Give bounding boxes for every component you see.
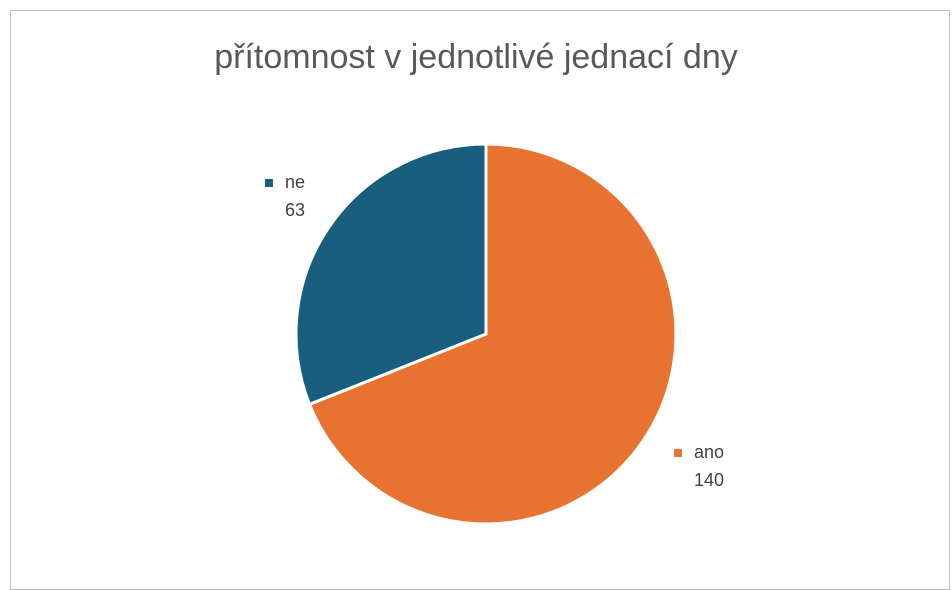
label-swatch-ano (674, 449, 682, 457)
data-label-name-ano: ano (694, 442, 724, 462)
data-label-value-ne: 63 (285, 200, 305, 220)
pie-slice-ano (307, 142, 678, 526)
chart-title: přítomnost v jednotlivé jednací dny (214, 38, 738, 76)
data-label-name-ne: ne (285, 172, 305, 192)
data-label-value-ano: 140 (694, 470, 724, 490)
pie-slice-ne (294, 142, 488, 406)
slice-labels: ano 140 ne 63 (265, 172, 724, 490)
pie-slices (294, 142, 678, 526)
label-swatch-ne (265, 179, 273, 187)
